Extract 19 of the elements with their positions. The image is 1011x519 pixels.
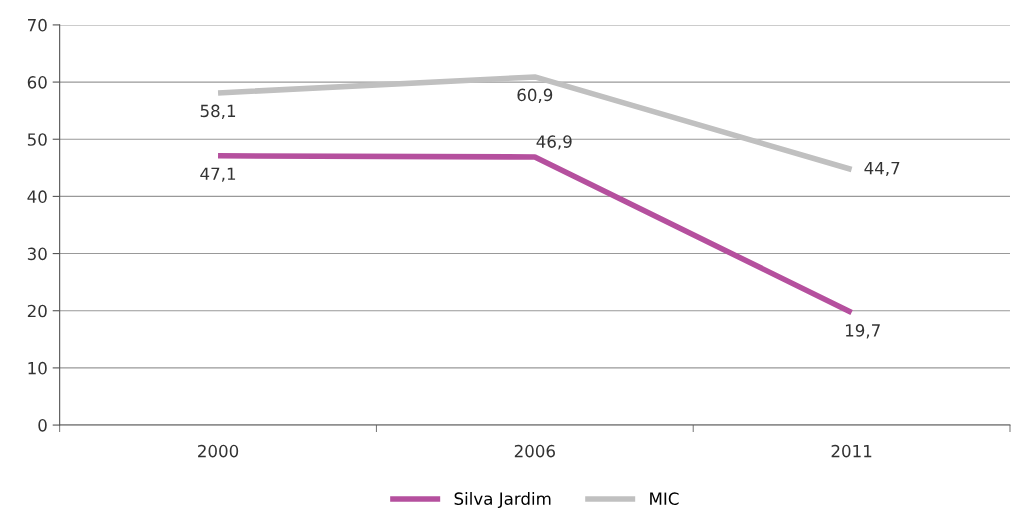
data-label: 46,9 — [536, 135, 572, 150]
y-tick-label: 50 — [27, 133, 47, 146]
y-tick-label: 0 — [38, 419, 47, 432]
x-tick-label: 2006 — [514, 444, 555, 458]
legend-label: Silva Jardim — [454, 492, 551, 509]
legend-label: MIC — [650, 492, 679, 505]
data-label: 60,9 — [517, 88, 553, 103]
y-tick-label: 40 — [27, 190, 47, 203]
y-tick-label: 30 — [27, 247, 47, 261]
y-tick-label: 60 — [27, 76, 47, 89]
y-tick-label: 10 — [28, 361, 47, 375]
data-label: 47,1 — [200, 167, 236, 182]
x-tick-label: 2000 — [198, 444, 239, 458]
y-tick-label: 20 — [27, 304, 47, 318]
data-label: 44,7 — [864, 161, 900, 177]
y-tick-label: 70 — [28, 18, 47, 32]
data-label: 58,1 — [200, 104, 236, 119]
x-tick-label: 2011 — [831, 444, 872, 458]
data-label: 19,7 — [845, 324, 880, 339]
